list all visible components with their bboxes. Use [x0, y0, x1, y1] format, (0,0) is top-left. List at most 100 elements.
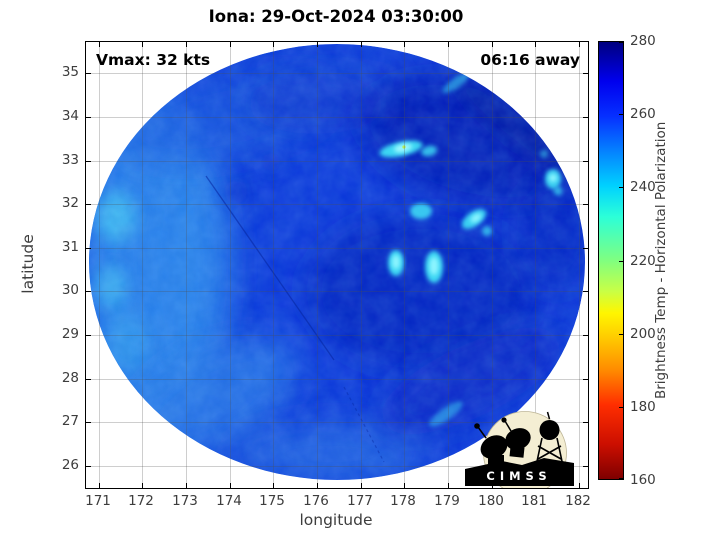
grid-line-horizontal	[86, 117, 588, 118]
x-tick-label: 173	[172, 493, 198, 509]
y-tick-label: 26	[61, 457, 79, 473]
y-tick-mark	[86, 248, 91, 249]
x-tick-mark	[361, 483, 362, 488]
x-tick-mark	[404, 483, 405, 488]
grid-line-horizontal	[86, 466, 588, 467]
y-tick-mark	[86, 161, 91, 162]
y-tick-label: 31	[61, 239, 79, 255]
grid-line-horizontal	[86, 291, 588, 292]
grid-layer	[86, 42, 588, 488]
x-tick-mark	[142, 42, 143, 47]
grid-line-vertical	[99, 42, 100, 488]
grid-line-vertical	[186, 42, 187, 488]
colorbar-tick-label: 240	[630, 179, 656, 195]
colorbar-tick-label: 260	[630, 106, 656, 122]
x-tick-mark	[273, 483, 274, 488]
y-tick-label: 27	[61, 413, 79, 429]
x-tick-label: 180	[478, 493, 504, 509]
colorbar-tick-mark	[619, 187, 623, 188]
colorbar-tick-mark	[619, 407, 623, 408]
colorbar-tick-label: 180	[630, 399, 656, 415]
time-away-annotation: 06:16 away	[480, 51, 580, 69]
colorbar-tick-label: 280	[630, 33, 656, 49]
x-axis-label: longitude	[299, 511, 373, 529]
x-tick-mark	[142, 483, 143, 488]
colorbar-tick-mark	[619, 478, 623, 479]
x-tick-mark	[186, 42, 187, 47]
x-tick-label: 179	[434, 493, 460, 509]
x-tick-label: 181	[521, 493, 547, 509]
x-tick-label: 175	[259, 493, 285, 509]
x-tick-mark	[492, 42, 493, 47]
y-tick-label: 32	[61, 195, 79, 211]
y-tick-mark	[583, 422, 588, 423]
x-tick-label: 177	[347, 493, 373, 509]
grid-line-horizontal	[86, 335, 588, 336]
x-tick-mark	[230, 483, 231, 488]
y-tick-mark	[86, 73, 91, 74]
x-tick-mark	[361, 42, 362, 47]
grid-line-vertical	[535, 42, 536, 488]
x-tick-label: 176	[303, 493, 329, 509]
y-tick-label: 35	[61, 64, 79, 80]
x-tick-mark	[99, 42, 100, 47]
grid-line-vertical	[361, 42, 362, 488]
colorbar-tick-mark	[619, 42, 623, 43]
x-tick-mark	[273, 42, 274, 47]
y-tick-label: 29	[61, 326, 79, 342]
x-tick-mark	[579, 42, 580, 47]
grid-line-horizontal	[86, 204, 588, 205]
logo-banner	[465, 458, 574, 486]
water-tower-icon	[539, 420, 560, 440]
y-tick-label: 28	[61, 370, 79, 386]
plot-title: Iona: 29-Oct-2024 03:30:00	[208, 7, 464, 26]
y-axis-label: latitude	[19, 234, 37, 294]
y-tick-label: 30	[61, 282, 79, 298]
x-tick-mark	[448, 42, 449, 47]
grid-line-vertical	[317, 42, 318, 488]
x-tick-mark	[448, 483, 449, 488]
x-tick-label: 182	[565, 493, 591, 509]
grid-line-vertical	[448, 42, 449, 488]
scan-line-artifact	[205, 175, 335, 361]
grid-line-vertical	[579, 42, 580, 488]
y-tick-mark	[86, 291, 91, 292]
colorbar-tick-mark	[619, 114, 623, 115]
y-tick-mark	[86, 117, 91, 118]
colorbar-tick-mark	[619, 261, 623, 262]
x-tick-mark	[404, 42, 405, 47]
satellite-dish-icon	[480, 435, 508, 459]
brightness-temp-swath	[89, 44, 585, 480]
colorbar-tick-mark	[619, 334, 623, 335]
grid-line-vertical	[142, 42, 143, 488]
x-tick-mark	[535, 42, 536, 47]
grid-line-vertical	[230, 42, 231, 488]
grid-line-horizontal	[86, 422, 588, 423]
x-tick-mark	[317, 483, 318, 488]
x-tick-mark	[186, 483, 187, 488]
x-tick-label: 174	[216, 493, 242, 509]
y-tick-label: 33	[61, 152, 79, 168]
y-tick-mark	[583, 73, 588, 74]
y-tick-mark	[86, 466, 91, 467]
grid-line-horizontal	[86, 379, 588, 380]
grid-line-horizontal	[86, 248, 588, 249]
x-tick-label: 178	[390, 493, 416, 509]
y-tick-mark	[583, 466, 588, 467]
grid-line-horizontal	[86, 73, 588, 74]
y-tick-mark	[583, 248, 588, 249]
y-tick-label: 34	[61, 108, 79, 124]
y-tick-mark	[583, 379, 588, 380]
y-tick-mark	[86, 379, 91, 380]
grid-line-vertical	[273, 42, 274, 488]
plot-area: CIMSS Vmax: 32 kts 06:16 away	[85, 41, 589, 489]
x-tick-mark	[99, 483, 100, 488]
satellite-dish-icon	[505, 428, 531, 450]
x-tick-label: 171	[85, 493, 111, 509]
y-tick-mark	[583, 291, 588, 292]
colorbar-tick-label: 200	[630, 326, 656, 342]
cimss-logo: CIMSS	[465, 411, 574, 488]
x-tick-mark	[317, 42, 318, 47]
y-tick-mark	[583, 204, 588, 205]
y-tick-mark	[583, 161, 588, 162]
